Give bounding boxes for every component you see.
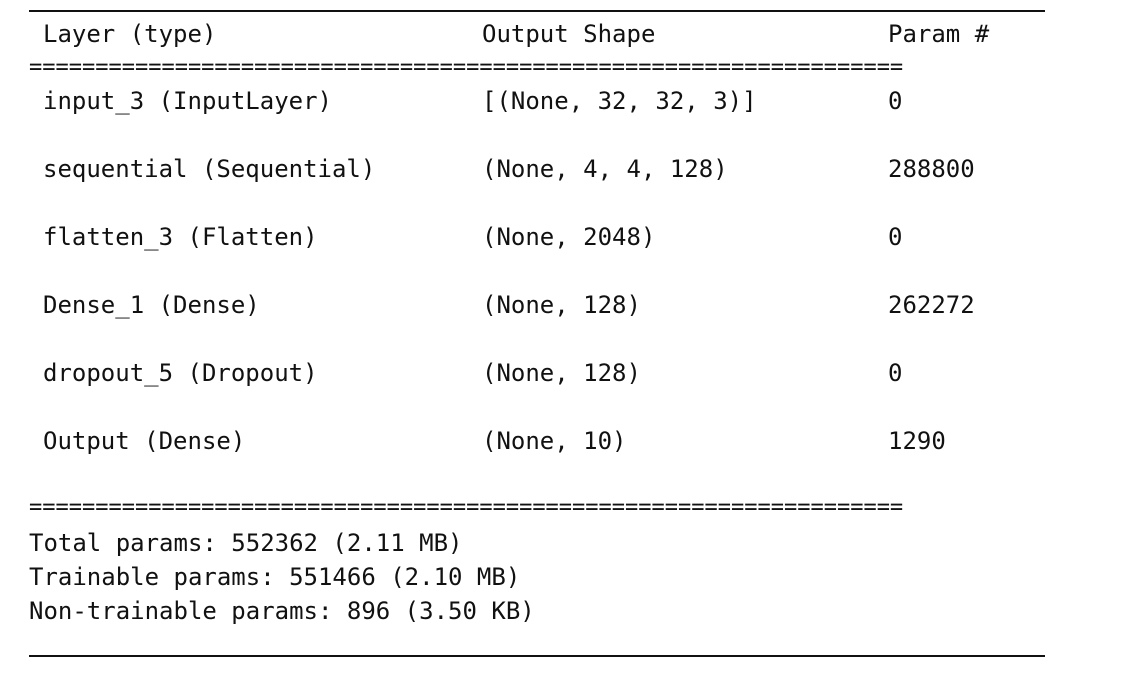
param-count-cell: 0 (888, 223, 903, 251)
header-layer-type: Layer (type) (43, 20, 217, 48)
bottom-border-line (29, 655, 1045, 657)
output-shape-cell: (None, 2048) (482, 223, 656, 251)
output-shape-cell: (None, 128) (482, 291, 641, 319)
output-shape-cell: (None, 128) (482, 359, 641, 387)
trainable-params-text: Trainable params: 551466 (2.10 MB) (29, 563, 521, 591)
param-count-cell: 1290 (888, 427, 946, 455)
total-params-text: Total params: 552362 (2.11 MB) (29, 529, 463, 557)
layer-name-cell: Dense_1 (Dense) (43, 291, 260, 319)
top-border-line (29, 10, 1045, 12)
layer-name-cell: dropout_5 (Dropout) (43, 359, 318, 387)
header-output-shape: Output Shape (482, 20, 656, 48)
summary-separator: ========================================… (29, 500, 904, 516)
layer-name-cell: sequential (Sequential) (43, 155, 376, 183)
param-count-cell: 0 (888, 359, 903, 387)
output-shape-cell: (None, 4, 4, 128) (482, 155, 728, 183)
layer-name-cell: input_3 (InputLayer) (43, 87, 332, 115)
layer-name-cell: flatten_3 (Flatten) (43, 223, 318, 251)
header-separator: ========================================… (29, 60, 904, 76)
non-trainable-params-text: Non-trainable params: 896 (3.50 KB) (29, 597, 535, 625)
param-count-cell: 262272 (888, 291, 975, 319)
param-count-cell: 0 (888, 87, 903, 115)
header-param-count: Param # (888, 20, 990, 48)
param-count-cell: 288800 (888, 155, 975, 183)
output-shape-cell: (None, 10) (482, 427, 627, 455)
output-shape-cell: [(None, 32, 32, 3)] (482, 87, 757, 115)
layer-name-cell: Output (Dense) (43, 427, 246, 455)
